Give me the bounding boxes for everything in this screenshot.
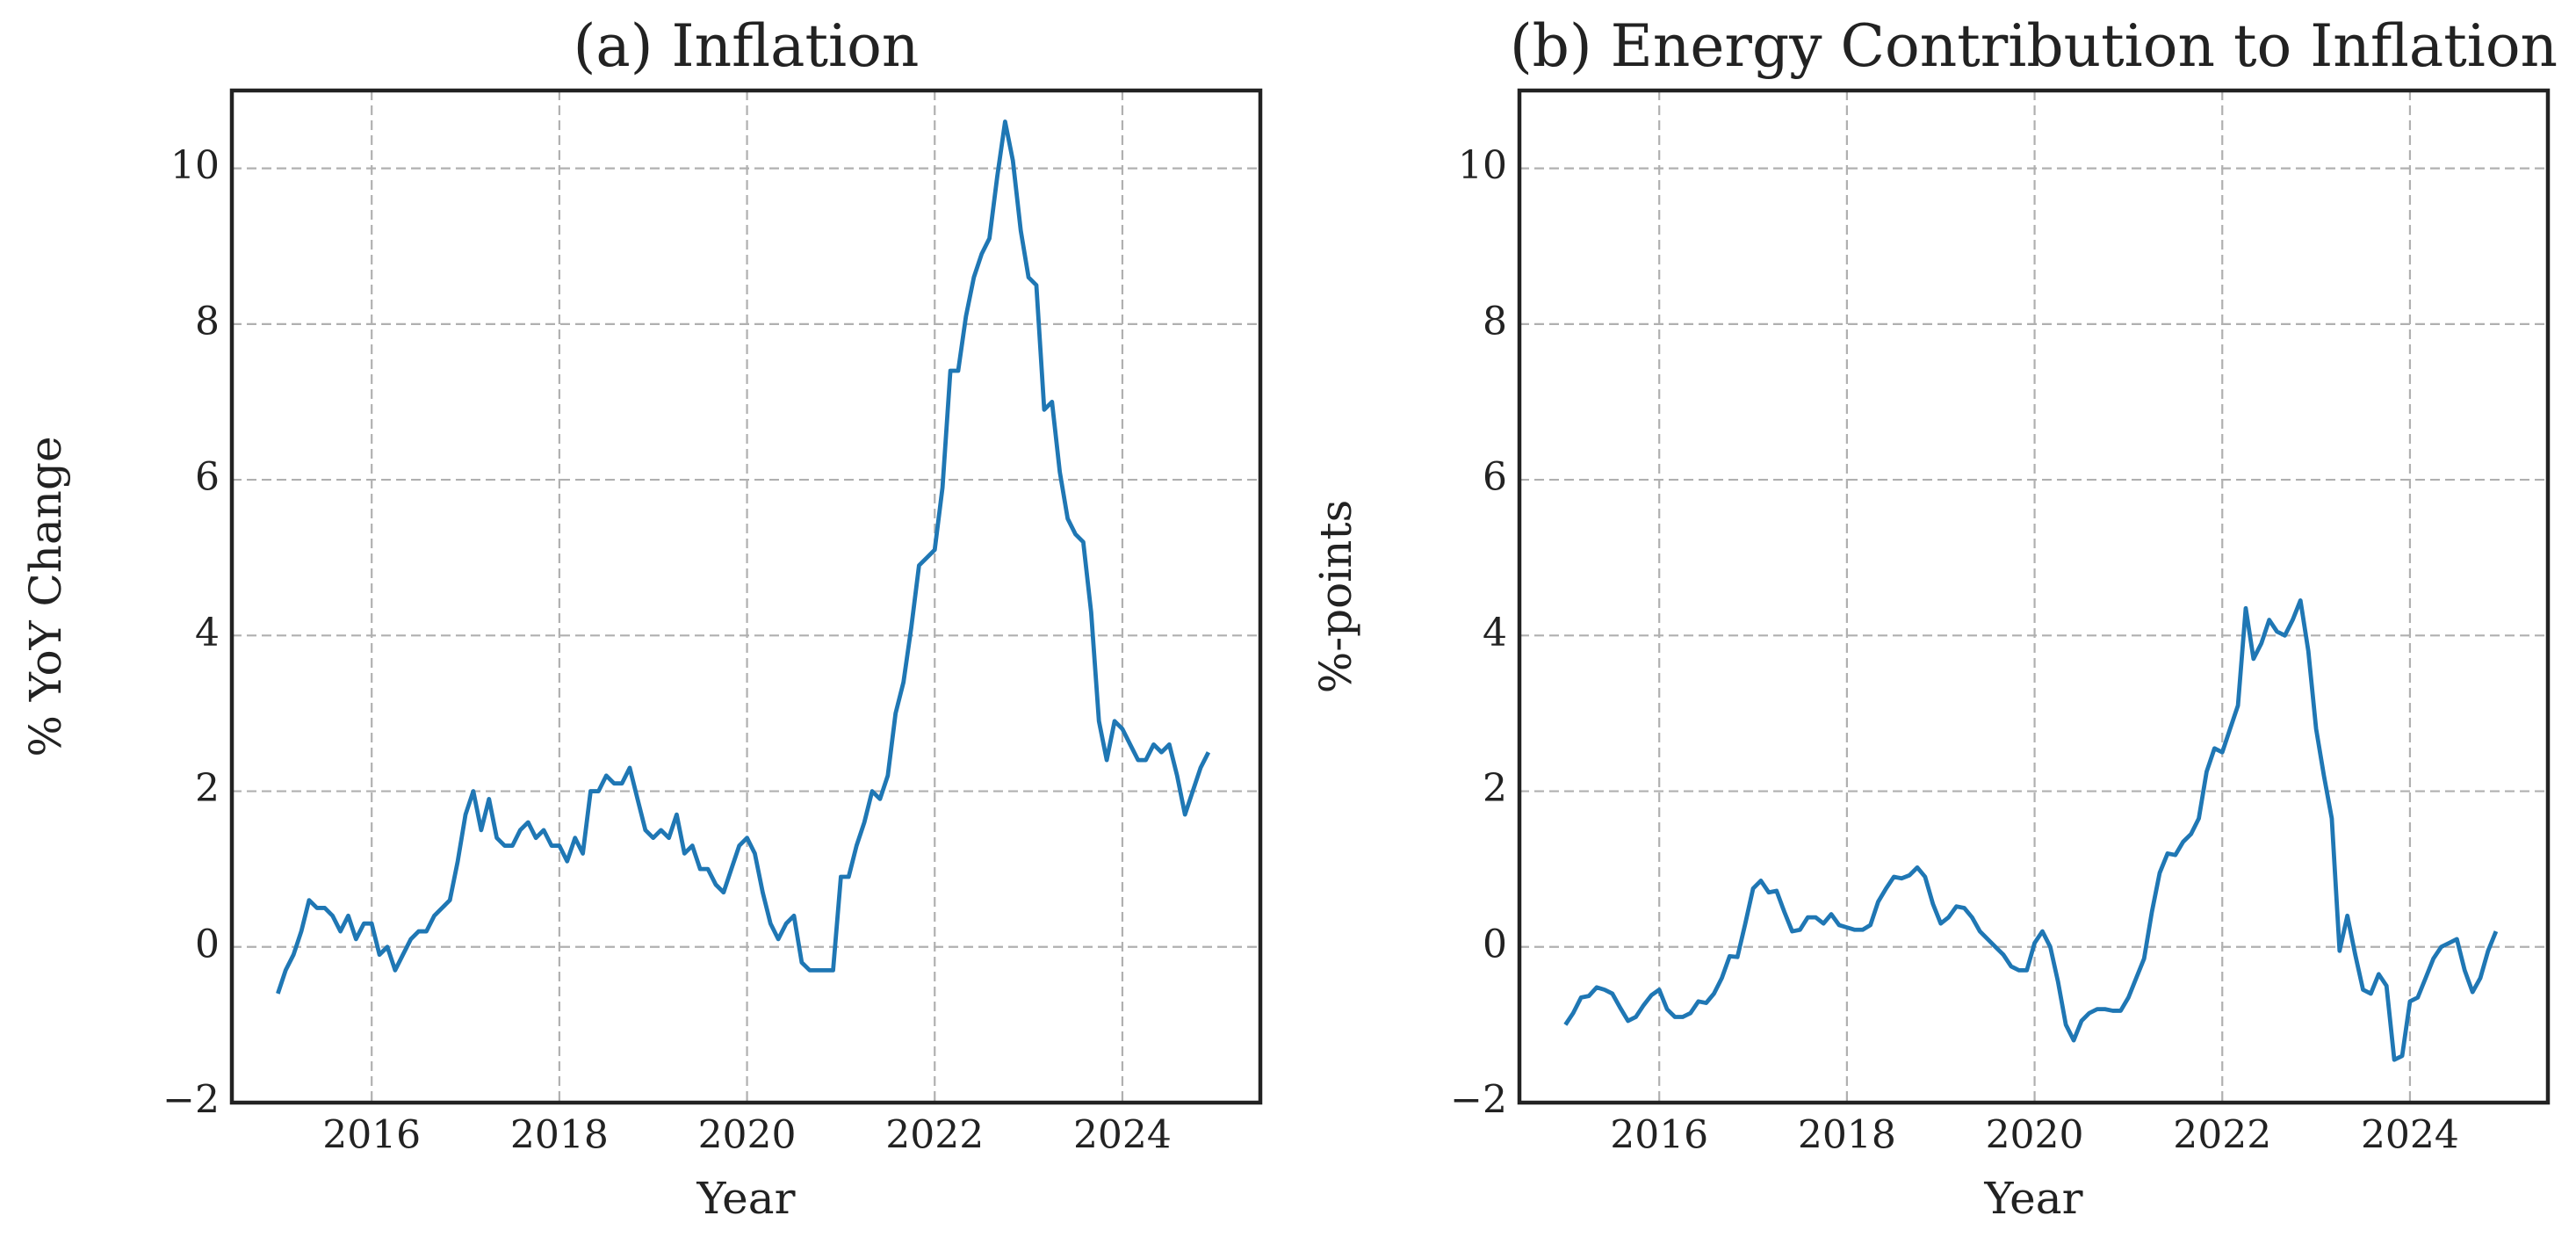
plot-frame: [229, 88, 1263, 1105]
x-tick-label: 2022: [2173, 1113, 2271, 1158]
x-axis-label: Year: [696, 1173, 796, 1224]
x-tick-label: 2020: [698, 1113, 797, 1158]
y-tick-label: 2: [195, 766, 220, 811]
plot-area: [1563, 598, 2499, 1062]
x-tick-label: 2024: [1073, 1113, 1172, 1158]
y-axis-label: %-points: [1310, 500, 1361, 693]
y-tick-label: 10: [1458, 143, 1507, 188]
x-tick-label: 2022: [885, 1113, 984, 1158]
x-tick-label: 2024: [2361, 1113, 2459, 1158]
y-tick-label: 4: [1483, 611, 1507, 655]
y-tick-label: −2: [162, 1078, 220, 1123]
panel: 2016 2018 2020 2022 2024 −2 0 2 4 6 8 10 (b) Energy …: [1310, 12, 2558, 1224]
chart-title: (a) Inflation: [574, 12, 920, 80]
y-tick-label: 10: [170, 143, 220, 188]
x-tick-label: 2020: [1986, 1113, 2084, 1158]
y-tick-label: 4: [195, 611, 220, 655]
plot-frame: [1517, 88, 2551, 1105]
y-tick-label: 0: [1483, 922, 1507, 966]
y-tick-label: 6: [1483, 455, 1507, 500]
y-tick-label: 2: [1483, 766, 1507, 811]
y-tick-label: 0: [195, 922, 220, 966]
y-tick-label: 6: [195, 455, 220, 500]
x-tick-label: 2016: [1610, 1113, 1708, 1158]
chart-title: (b) Energy Contribution to Inflation: [1510, 12, 2558, 80]
y-tick-label: −2: [1450, 1078, 1507, 1123]
y-tick-label: 8: [195, 299, 220, 344]
plot-area: [276, 119, 1211, 995]
x-tick-label: 2018: [1798, 1113, 1896, 1158]
y-axis-label: % YoY Change: [20, 436, 71, 756]
data-line: [1563, 598, 2499, 1062]
x-tick-label: 2016: [322, 1113, 421, 1158]
data-line: [276, 119, 1211, 995]
x-tick-label: 2018: [510, 1113, 609, 1158]
panel: 2016 2018 2020 2022 2024 −2 0 2 4 6 8 10 (a) Inflati…: [20, 12, 1263, 1224]
y-tick-label: 8: [1483, 299, 1507, 344]
x-axis-label: Year: [1984, 1173, 2083, 1224]
